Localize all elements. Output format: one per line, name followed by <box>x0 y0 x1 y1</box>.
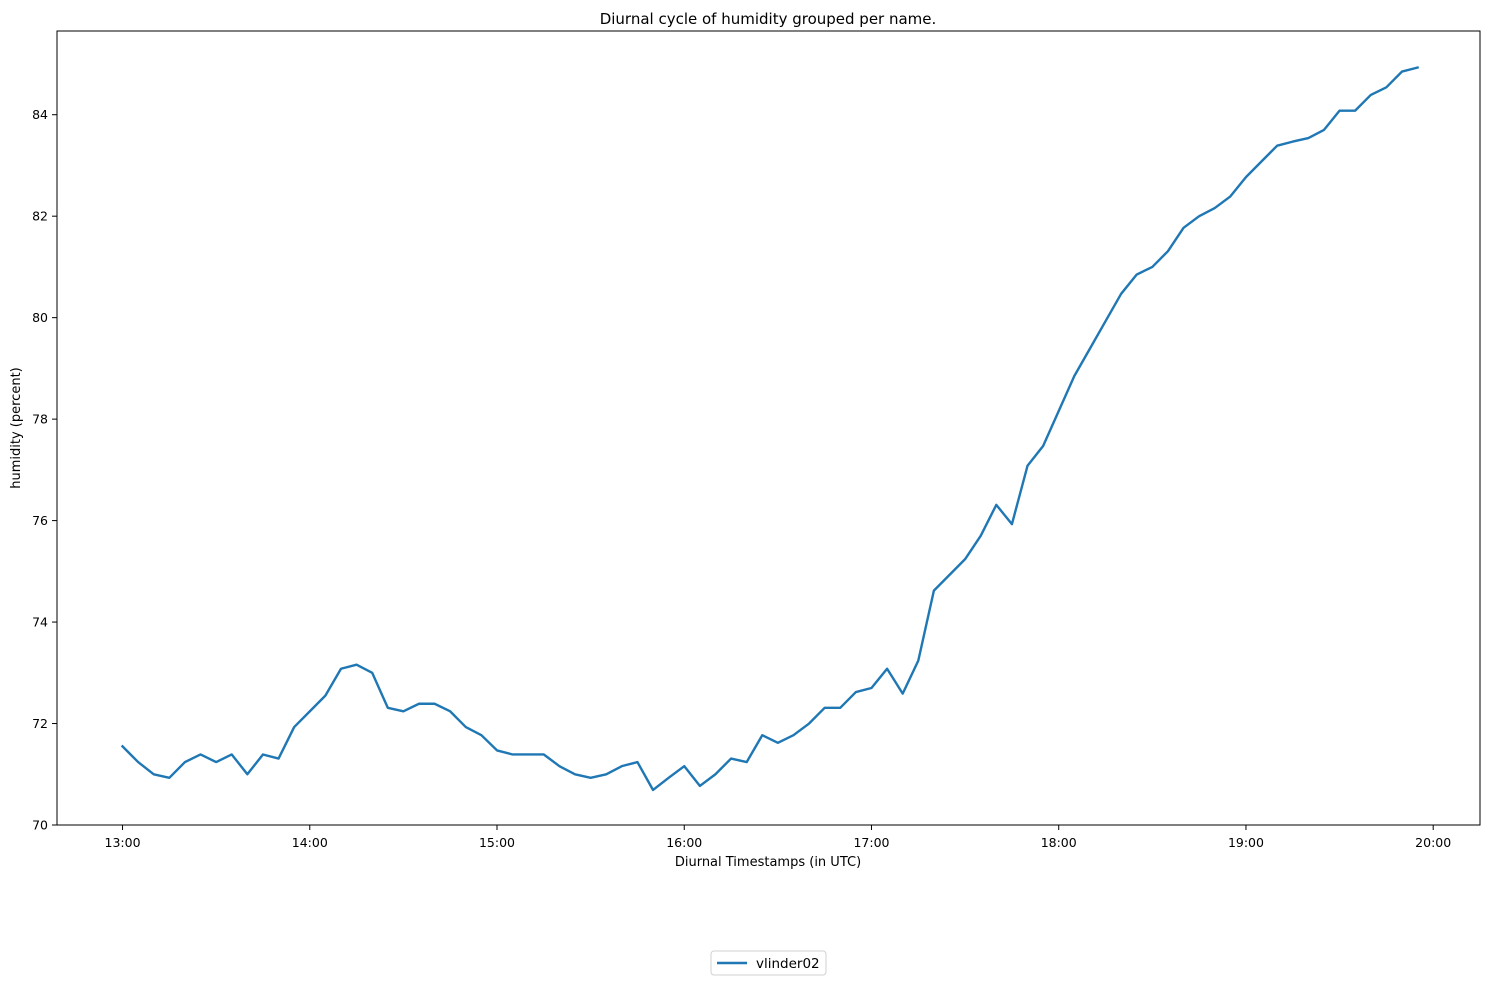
y-axis-label: humidity (percent) <box>9 367 24 488</box>
y-tick-label: 84 <box>32 107 48 122</box>
x-axis: 13:00 14:00 15:00 16:00 17:00 18:00 19:00 20:00 <box>105 825 1451 850</box>
y-axis: 70 72 74 76 78 80 82 84 <box>32 107 57 833</box>
x-tick-label: 17:00 <box>853 835 889 850</box>
legend-box <box>710 950 827 976</box>
y-tick-label: 78 <box>32 412 48 427</box>
series-layer <box>120 66 1420 792</box>
legend-label-vlinder02: vlinder02 <box>756 956 820 972</box>
y-tick-label: 74 <box>32 615 48 630</box>
series-line-vlinder02 <box>120 66 1420 792</box>
x-tick-label: 20:00 <box>1415 835 1451 850</box>
y-tick-label: 72 <box>32 716 48 731</box>
x-tick-label: 15:00 <box>479 835 515 850</box>
x-tick-label: 19:00 <box>1228 835 1264 850</box>
x-tick-label: 13:00 <box>105 835 141 850</box>
plot-area <box>56 30 1481 826</box>
x-tick-label: 16:00 <box>666 835 702 850</box>
y-tick-label: 70 <box>32 818 48 833</box>
x-tick-label: 18:00 <box>1041 835 1077 850</box>
x-axis-label: Diurnal Timestamps (in UTC) <box>675 855 861 870</box>
x-tick-label: 14:00 <box>292 835 328 850</box>
y-tick-label: 80 <box>32 310 48 325</box>
legend: vlinder02 <box>710 950 827 976</box>
y-tick-label: 82 <box>32 209 48 224</box>
chart-title: Diurnal cycle of humidity grouped per na… <box>600 10 937 28</box>
y-tick-label: 76 <box>32 513 48 528</box>
